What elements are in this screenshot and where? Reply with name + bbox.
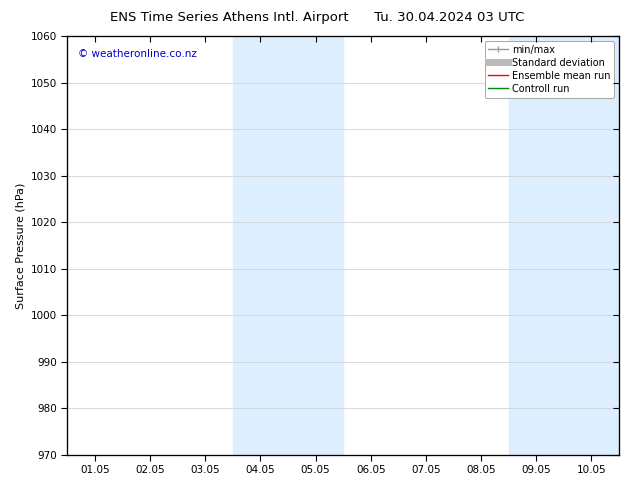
- Text: © weatheronline.co.nz: © weatheronline.co.nz: [78, 49, 197, 59]
- Text: ENS Time Series Athens Intl. Airport      Tu. 30.04.2024 03 UTC: ENS Time Series Athens Intl. Airport Tu.…: [110, 11, 524, 24]
- Legend: min/max, Standard deviation, Ensemble mean run, Controll run: min/max, Standard deviation, Ensemble me…: [484, 41, 614, 98]
- Bar: [508, 36, 619, 455]
- Bar: [233, 36, 343, 455]
- Y-axis label: Surface Pressure (hPa): Surface Pressure (hPa): [15, 182, 25, 309]
